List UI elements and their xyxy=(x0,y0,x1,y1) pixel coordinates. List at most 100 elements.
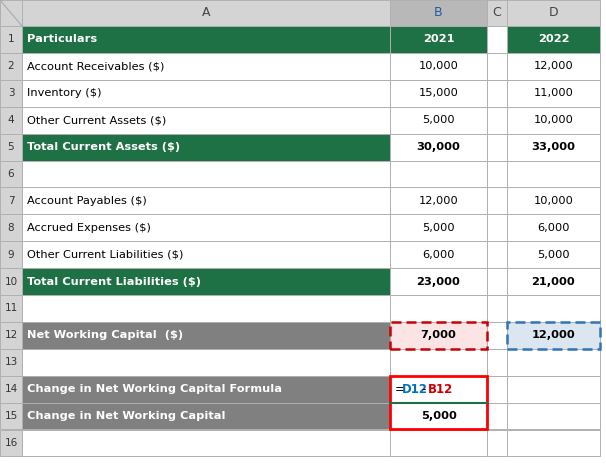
Text: Account Receivables ($): Account Receivables ($) xyxy=(27,61,164,71)
Text: 23,000: 23,000 xyxy=(416,277,461,287)
Text: 2: 2 xyxy=(8,61,15,71)
Bar xyxy=(22,107,390,134)
Text: 6,000: 6,000 xyxy=(538,223,570,233)
Text: 5,000: 5,000 xyxy=(422,223,455,233)
Text: 8: 8 xyxy=(8,223,15,233)
Bar xyxy=(390,241,487,268)
Text: 33,000: 33,000 xyxy=(531,142,576,152)
Bar xyxy=(22,349,390,376)
Text: 12,000: 12,000 xyxy=(531,330,575,340)
Text: 16: 16 xyxy=(4,438,18,448)
Bar xyxy=(507,241,600,268)
Bar xyxy=(0,376,22,403)
Bar xyxy=(22,295,390,322)
Bar xyxy=(22,322,390,349)
Bar xyxy=(507,134,600,160)
Bar xyxy=(22,26,390,53)
Text: 12: 12 xyxy=(4,330,18,340)
Bar xyxy=(22,134,390,160)
Bar xyxy=(507,376,600,403)
Bar xyxy=(487,26,507,53)
Bar xyxy=(22,376,390,403)
Text: Inventory ($): Inventory ($) xyxy=(27,88,101,98)
Text: 15: 15 xyxy=(4,411,18,421)
Bar xyxy=(390,0,487,26)
Text: 12,000: 12,000 xyxy=(534,61,573,71)
Bar xyxy=(487,295,507,322)
Text: 14: 14 xyxy=(4,384,18,394)
Text: 3: 3 xyxy=(8,88,15,98)
Bar xyxy=(487,0,507,26)
Bar xyxy=(22,80,390,107)
Bar xyxy=(487,214,507,241)
Text: 10,000: 10,000 xyxy=(533,115,573,125)
Text: B12: B12 xyxy=(427,383,453,396)
Bar xyxy=(390,214,487,241)
Bar xyxy=(390,188,487,214)
Text: 10,000: 10,000 xyxy=(419,61,458,71)
Text: Particulars: Particulars xyxy=(27,34,97,44)
Bar xyxy=(487,429,507,456)
Text: 11,000: 11,000 xyxy=(533,88,573,98)
Text: C: C xyxy=(493,7,501,20)
Text: Other Current Liabilities ($): Other Current Liabilities ($) xyxy=(27,249,184,259)
Text: 7: 7 xyxy=(8,196,15,206)
Bar xyxy=(0,80,22,107)
Text: D: D xyxy=(548,7,558,20)
Text: Account Payables ($): Account Payables ($) xyxy=(27,196,147,206)
Bar xyxy=(0,214,22,241)
Bar xyxy=(507,80,600,107)
Bar xyxy=(390,134,487,160)
Bar xyxy=(22,0,390,26)
Bar xyxy=(507,26,600,53)
Bar xyxy=(390,268,487,295)
Bar xyxy=(22,188,390,214)
Bar xyxy=(390,26,487,53)
Bar xyxy=(390,322,487,349)
Bar xyxy=(390,160,487,188)
Bar xyxy=(507,349,600,376)
Bar xyxy=(507,107,600,134)
Text: 5,000: 5,000 xyxy=(422,115,455,125)
Bar xyxy=(487,53,507,80)
Bar xyxy=(0,295,22,322)
Bar xyxy=(390,349,487,376)
Text: D12: D12 xyxy=(402,383,427,396)
Bar xyxy=(22,53,390,80)
Bar xyxy=(507,53,600,80)
Bar xyxy=(507,403,600,429)
Bar xyxy=(0,188,22,214)
Text: Net Working Capital  ($): Net Working Capital ($) xyxy=(27,330,183,340)
Bar xyxy=(22,429,390,456)
Bar xyxy=(0,241,22,268)
Text: 9: 9 xyxy=(8,249,15,259)
Text: A: A xyxy=(202,7,210,20)
Text: 10,000: 10,000 xyxy=(533,196,573,206)
Bar xyxy=(0,268,22,295)
Text: Total Current Assets ($): Total Current Assets ($) xyxy=(27,142,180,152)
Bar xyxy=(487,188,507,214)
Bar xyxy=(390,107,487,134)
Bar xyxy=(507,295,600,322)
Bar xyxy=(487,241,507,268)
Bar xyxy=(487,80,507,107)
Text: 2022: 2022 xyxy=(538,34,569,44)
Text: 6: 6 xyxy=(8,169,15,179)
Bar xyxy=(22,268,390,295)
Text: 7,000: 7,000 xyxy=(421,330,456,340)
Bar xyxy=(507,214,600,241)
Text: 4: 4 xyxy=(8,115,15,125)
Bar xyxy=(487,160,507,188)
Text: 15,000: 15,000 xyxy=(419,88,458,98)
Bar xyxy=(507,429,600,456)
Bar xyxy=(487,376,507,403)
Text: 5: 5 xyxy=(8,142,15,152)
Text: 21,000: 21,000 xyxy=(531,277,575,287)
Text: 5,000: 5,000 xyxy=(537,249,570,259)
Bar xyxy=(0,0,22,26)
Bar xyxy=(390,295,487,322)
Text: Total Current Liabilities ($): Total Current Liabilities ($) xyxy=(27,277,201,287)
Bar xyxy=(487,349,507,376)
Bar xyxy=(487,134,507,160)
Bar xyxy=(0,322,22,349)
